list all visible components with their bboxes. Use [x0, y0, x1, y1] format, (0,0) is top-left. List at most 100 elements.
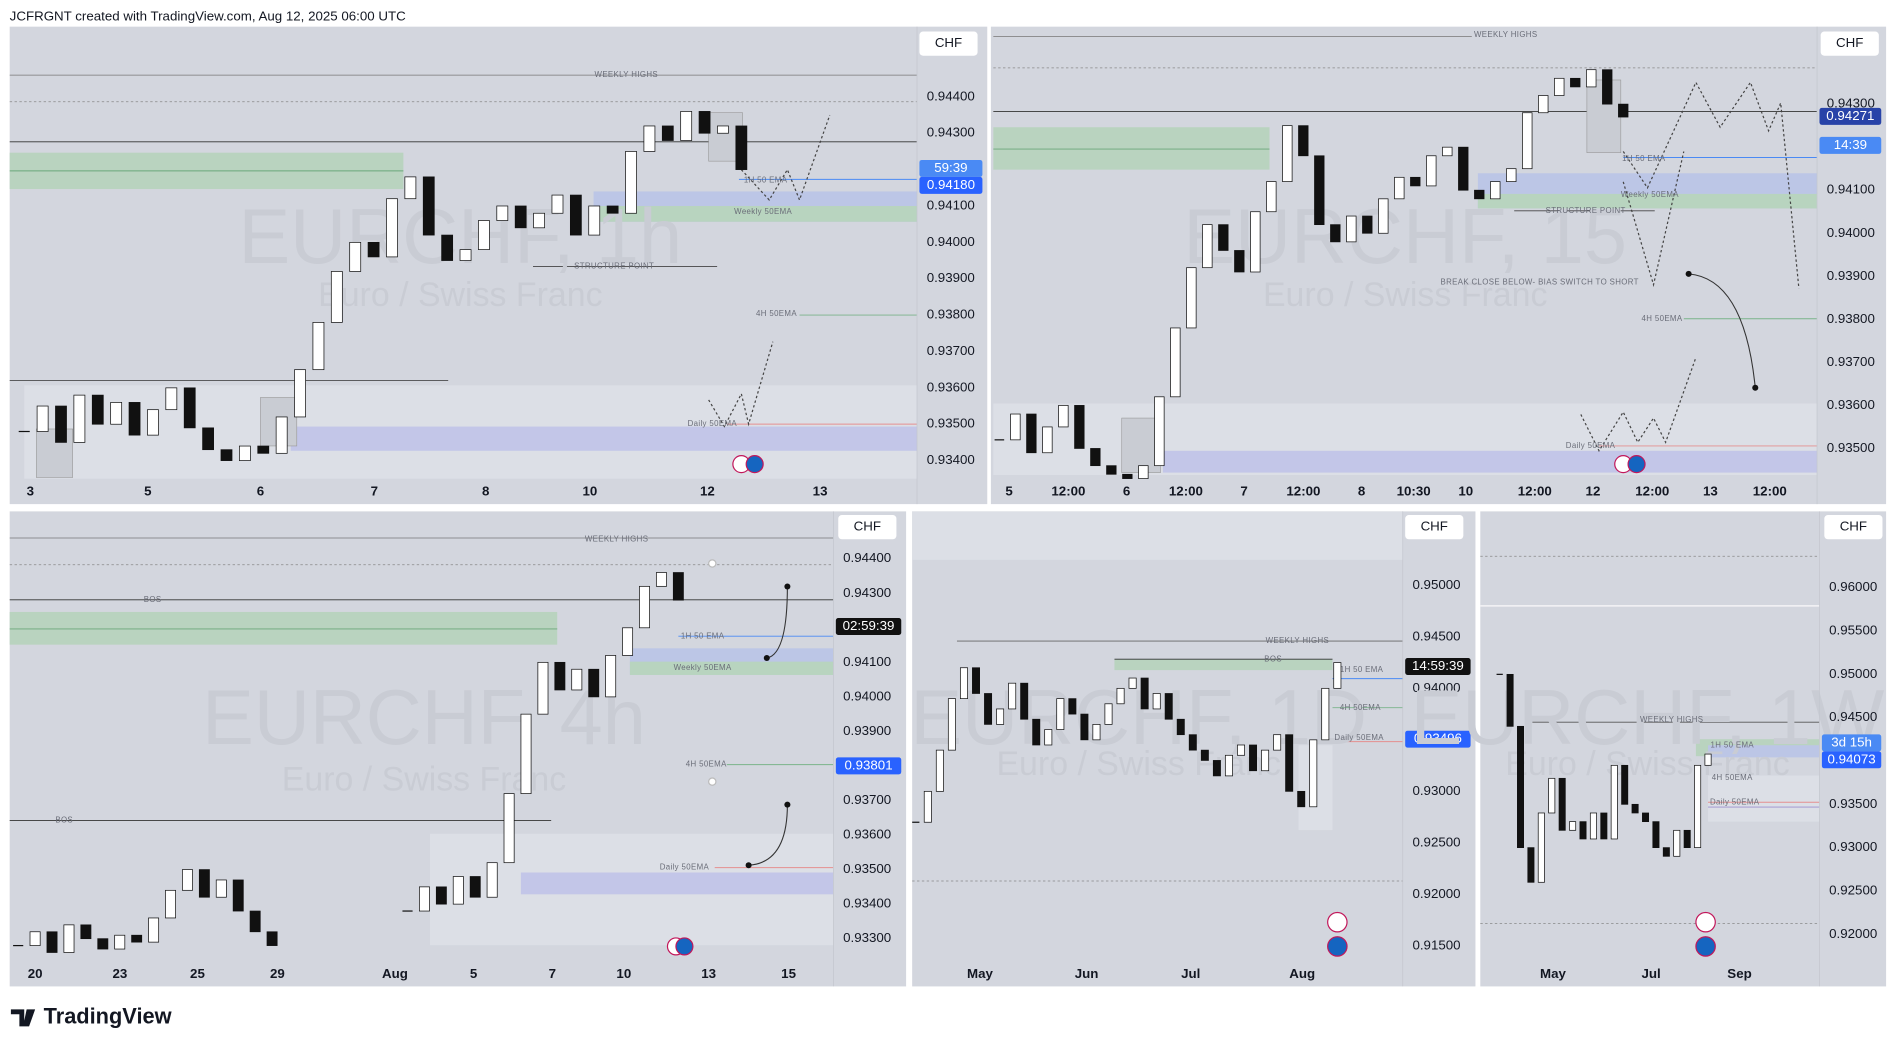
x-tick-label: Aug — [382, 966, 408, 981]
x-tick-label: 12:00 — [1518, 484, 1552, 499]
candle — [80, 924, 92, 940]
candle — [735, 125, 748, 170]
candle — [1600, 812, 1608, 840]
currency-button[interactable] — [1405, 515, 1464, 540]
x-tick-label: 12 — [700, 484, 715, 499]
candle — [1548, 777, 1556, 814]
candle — [935, 749, 944, 792]
header-text: JCFRGNT created with TradingView.com, Au… — [10, 8, 406, 23]
annotation: 4H 50EMA — [1340, 703, 1381, 712]
x-tick-label: Sep — [1727, 966, 1751, 981]
candle — [275, 416, 288, 454]
x-tick-label: 12:00 — [1169, 484, 1203, 499]
candle — [435, 886, 447, 905]
candle — [1249, 744, 1258, 772]
candle — [459, 249, 472, 261]
y-tick-label: 0.94100 — [927, 197, 975, 212]
candle — [1273, 734, 1282, 751]
y-tick-label: 0.91500 — [1412, 937, 1460, 952]
watermark-name: Euro / Swiss Franc — [318, 276, 603, 314]
candle — [182, 869, 193, 891]
x-tick-label: 12 — [1586, 484, 1601, 499]
y-tick-label: 0.92000 — [1412, 886, 1460, 901]
candle — [1346, 215, 1357, 243]
y-tick-label: 0.93700 — [927, 343, 975, 358]
x-tick-label: Jul — [1181, 966, 1200, 981]
annotation: 1H 50 EMA — [1711, 740, 1755, 749]
candle — [1642, 812, 1650, 823]
y-tick-label: 0.93800 — [927, 307, 975, 322]
candle — [1234, 250, 1245, 273]
candle — [1266, 181, 1277, 213]
currency-button[interactable] — [1824, 515, 1883, 540]
candle — [1538, 95, 1549, 114]
price-badge — [1821, 734, 1882, 752]
candle — [1122, 473, 1133, 479]
y-tick-label: 0.96000 — [1829, 579, 1877, 594]
y-tick-label: 0.94300 — [843, 585, 891, 600]
candle — [1333, 662, 1342, 689]
drawings — [993, 35, 1818, 476]
candle — [1008, 682, 1017, 710]
candle — [984, 693, 993, 725]
candle — [496, 205, 509, 221]
candle — [1537, 812, 1545, 883]
currency-button[interactable] — [1820, 31, 1879, 56]
candle — [643, 125, 656, 152]
candle — [1106, 465, 1117, 475]
price-badge — [919, 176, 983, 194]
candle — [1212, 760, 1221, 777]
x-tick-label: 7 — [549, 966, 556, 981]
candle — [1224, 754, 1233, 777]
y-tick-label: 0.94400 — [927, 88, 975, 103]
price-badge-label: 0.93496 — [1414, 731, 1462, 746]
candle — [1044, 729, 1053, 746]
price-badge — [835, 618, 902, 635]
annotation: 4H 50EMA — [756, 309, 797, 318]
candle — [1104, 703, 1113, 725]
y-tick-label: 0.93700 — [843, 792, 891, 807]
x-tick-label: 7 — [371, 484, 378, 499]
x-tick-label: 10:30 — [1397, 484, 1431, 499]
watermark-name: Euro / Swiss Franc — [996, 745, 1281, 783]
x-tick-label: 10 — [583, 484, 598, 499]
candle — [1116, 687, 1125, 705]
watermark-symbol: EURCHF, 1W — [1411, 675, 1885, 761]
annotation: 4H 50EMA — [686, 760, 727, 769]
candle — [1442, 146, 1453, 157]
candle — [349, 241, 362, 272]
candle — [588, 205, 601, 236]
annotation: BOS — [1264, 654, 1282, 663]
candle — [655, 572, 667, 587]
price-badge — [835, 757, 902, 775]
candle — [1522, 112, 1533, 170]
currency-button[interactable] — [919, 31, 978, 56]
x-tick-label: May — [967, 966, 993, 981]
y-tick-label: 0.94000 — [927, 234, 975, 249]
annotation: 4H 50EMA — [1642, 314, 1683, 323]
candle — [1176, 718, 1185, 736]
x-tick-label: Aug — [1289, 966, 1315, 981]
candle — [165, 889, 176, 919]
watermark-name: Euro / Swiss Franc — [282, 761, 567, 799]
currency-button[interactable] — [838, 515, 897, 540]
y-tick-label: 0.93600 — [927, 379, 975, 394]
y-tick-label: 0.92500 — [1829, 882, 1877, 897]
currency-label: CHF — [854, 519, 881, 534]
y-tick-label: 0.95000 — [1412, 577, 1460, 592]
x-tick-label: 29 — [270, 966, 285, 981]
x-tick-label: 8 — [482, 484, 489, 499]
candle — [1042, 426, 1053, 454]
candle — [1589, 812, 1597, 840]
candle — [73, 394, 86, 443]
candle — [680, 111, 693, 141]
price-badge — [1819, 136, 1882, 154]
y-tick-label: 0.94000 — [1827, 225, 1875, 240]
annotation: BOS — [55, 815, 73, 824]
candle — [257, 445, 270, 454]
candle — [1314, 155, 1325, 226]
candle — [469, 876, 481, 898]
annotation: Daily 50EMA — [1566, 441, 1616, 450]
logo-icon — [10, 1009, 36, 1027]
x-tick-label: 5 — [144, 484, 152, 499]
